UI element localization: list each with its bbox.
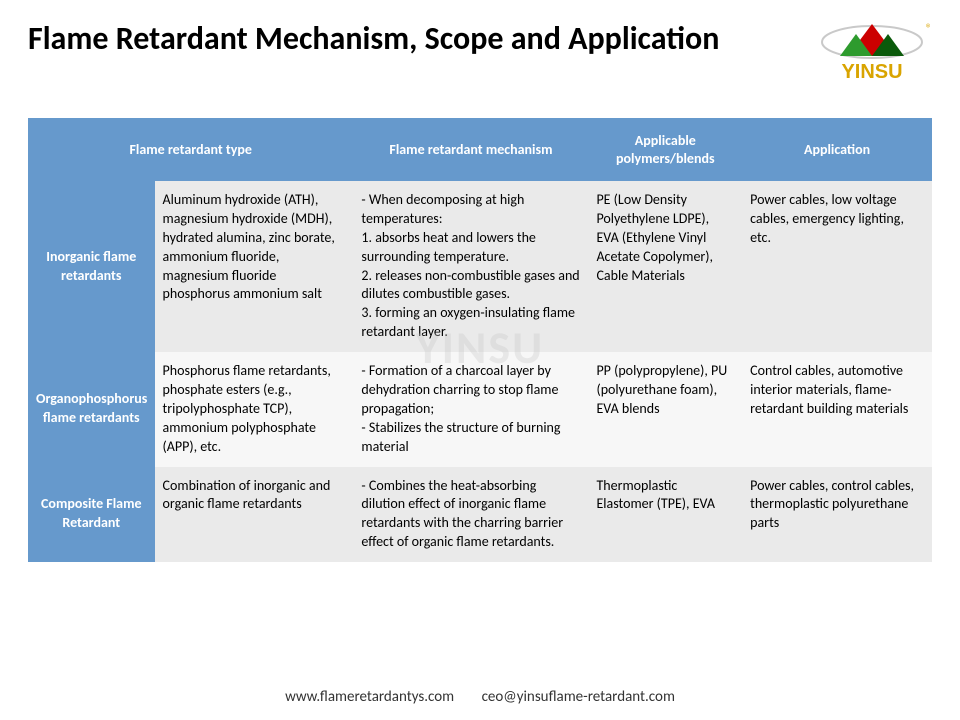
footer: www.flameretardantys.com ceo@yinsuflame-… — [0, 688, 960, 706]
footer-email: ceo@yinsuflame-retardant.com — [482, 688, 675, 706]
row-label: Composite Flame Retardant — [28, 467, 155, 563]
cell-mechanism: - Combines the heat-absorbing dilution e… — [353, 467, 588, 563]
row-label: Inorganic flame retardants — [28, 181, 155, 352]
cell-mechanism: - Formation of a charcoal layer by dehyd… — [353, 352, 588, 466]
cell-mechanism: - When decomposing at high temperatures:… — [353, 181, 588, 352]
table-row: Composite Flame Retardant Combination of… — [28, 467, 932, 563]
col-type: Flame retardant type — [28, 118, 353, 181]
table-body: Inorganic flame retardants Aluminum hydr… — [28, 181, 932, 562]
cell-application: Power cables, control cables, thermoplas… — [742, 467, 932, 563]
table-header-row: Flame retardant type Flame retardant mec… — [28, 118, 932, 181]
cell-polymers: PP (polypropylene), PU (polyurethane foa… — [588, 352, 742, 466]
page-title: Flame Retardant Mechanism, Scope and App… — [28, 20, 719, 58]
cell-polymers: PE (Low Density Polyethylene LDPE), EVA … — [588, 181, 742, 352]
cell-examples: Phosphorus flame retardants, phosphate e… — [155, 352, 354, 466]
registered-icon: ® — [926, 22, 932, 36]
cell-examples: Combination of inorganic and organic fla… — [155, 467, 354, 563]
col-application: Application — [742, 118, 932, 181]
logo-svg: YINSU — [812, 20, 932, 90]
slide: Flame Retardant Mechanism, Scope and App… — [0, 0, 960, 720]
table-row: Organophosphorus flame retardants Phosph… — [28, 352, 932, 466]
table-container: Flame retardant type Flame retardant mec… — [28, 118, 932, 562]
cell-polymers: Thermoplastic Elastomer (TPE), EVA — [588, 467, 742, 563]
table-row: Inorganic flame retardants Aluminum hydr… — [28, 181, 932, 352]
title-row: Flame Retardant Mechanism, Scope and App… — [28, 20, 932, 90]
col-mechanism: Flame retardant mechanism — [353, 118, 588, 181]
brand-logo: ® YINSU — [812, 20, 932, 90]
row-label: Organophosphorus flame retardants — [28, 352, 155, 466]
flame-retardant-table: Flame retardant type Flame retardant mec… — [28, 118, 932, 562]
col-polymers: Applicable polymers/blends — [588, 118, 742, 181]
cell-application: Control cables, automotive interior mate… — [742, 352, 932, 466]
cell-examples: Aluminum hydroxide (ATH), magnesium hydr… — [155, 181, 354, 352]
footer-website: www.flameretardantys.com — [285, 688, 454, 706]
logo-text: YINSU — [841, 61, 902, 83]
cell-application: Power cables, low voltage cables, emerge… — [742, 181, 932, 352]
